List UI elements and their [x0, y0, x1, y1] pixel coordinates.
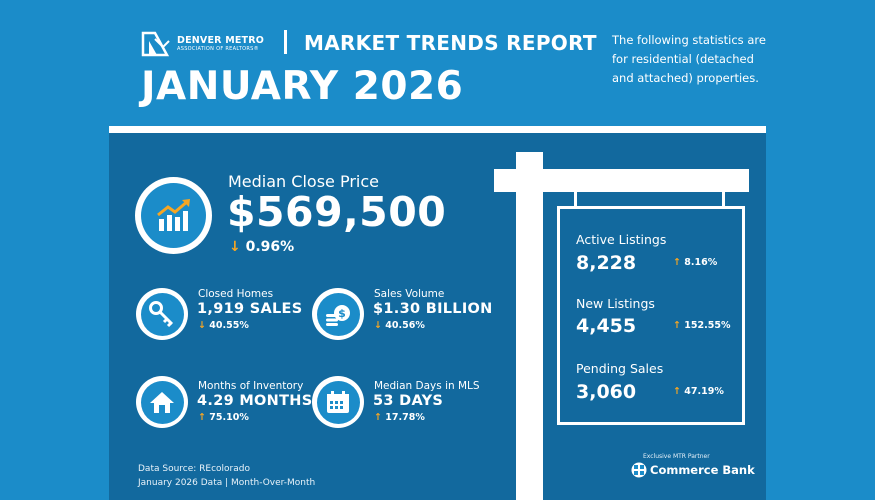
arrow-up-icon: ↑ [673, 320, 681, 331]
header-rule [109, 126, 766, 133]
key-icon [149, 301, 174, 328]
sales-volume-change-value: 40.56% [385, 320, 425, 331]
arrow-down-icon: ↓ [229, 239, 241, 255]
median-price-icon-badge [135, 177, 212, 254]
median-price-label: Median Close Price [228, 172, 379, 191]
commerce-bank-icon [631, 462, 647, 478]
house-icon [150, 392, 174, 413]
arrow-down-icon: ↓ [198, 320, 206, 331]
logo-subtitle: ASSOCIATION OF REALTORS® [177, 46, 259, 53]
inventory-icon-badge [136, 376, 188, 428]
header-divider [284, 30, 287, 54]
sales-volume-value: $1.30 BILLION [373, 301, 493, 317]
report-title: MARKET TRENDS REPORT [304, 31, 597, 55]
closed-homes-change: ↓ 40.55% [198, 320, 249, 331]
days-mls-change-value: 17.78% [385, 412, 425, 423]
header-note: The following statistics are for residen… [612, 33, 766, 85]
sign-post [516, 152, 543, 500]
inventory-change: ↑ 75.10% [198, 412, 249, 423]
calendar-icon [327, 391, 349, 413]
sign-post-arm [494, 169, 749, 192]
new-listings-value: 4,455 [576, 315, 637, 337]
logo-name: DENVER METRO [177, 34, 265, 46]
closed-homes-change-value: 40.55% [209, 320, 249, 331]
sign-hanger-right [722, 192, 725, 207]
new-listings-change: ↑ 152.55% [673, 320, 730, 331]
median-price-change-value: 0.96% [245, 239, 295, 255]
pending-sales-value: 3,060 [576, 381, 637, 403]
commerce-bank-logo: Commerce Bank [631, 462, 755, 478]
days-mls-change: ↑ 17.78% [374, 412, 425, 423]
sales-volume-change: ↓ 40.56% [374, 320, 425, 331]
partner-label: Exclusive MTR Partner [643, 453, 710, 460]
data-period-line: January 2026 Data | Month-Over-Month [138, 478, 316, 488]
inventory-label: Months of Inventory [198, 380, 304, 392]
active-listings-change: ↑ 8.16% [673, 257, 717, 268]
arrow-up-icon: ↑ [374, 412, 382, 423]
closed-homes-label: Closed Homes [198, 288, 274, 300]
active-listings-value: 8,228 [576, 252, 637, 274]
arrow-down-icon: ↓ [374, 320, 382, 331]
svg-text:$: $ [338, 307, 346, 320]
pending-sales-change: ↑ 47.19% [673, 386, 724, 397]
sign-hanger-left [574, 192, 577, 207]
closed-homes-icon-badge [136, 288, 188, 340]
bank-name: Commerce Bank [650, 463, 755, 477]
new-listings-label: New Listings [576, 296, 655, 311]
dmar-logo-icon [141, 31, 170, 57]
pending-sales-label: Pending Sales [576, 361, 664, 376]
inventory-value: 4.29 MONTHS [197, 393, 313, 409]
days-mls-label: Median Days in MLS [374, 380, 480, 392]
data-source: Data Source: REcolorado January 2026 Dat… [138, 462, 315, 490]
inventory-change-value: 75.10% [209, 412, 249, 423]
chart-up-icon [156, 198, 190, 231]
days-mls-value: 53 DAYS [373, 393, 444, 409]
arrow-up-icon: ↑ [673, 386, 681, 397]
pending-sales-change-value: 47.19% [684, 386, 724, 397]
new-listings-change-value: 152.55% [684, 320, 731, 331]
median-price-value: $569,500 [227, 188, 447, 236]
data-source-line: Data Source: REcolorado [138, 464, 250, 474]
median-price-change: ↓ 0.96% [229, 239, 294, 255]
arrow-up-icon: ↑ [673, 257, 681, 268]
closed-homes-value: 1,919 SALES [197, 301, 303, 317]
month-title: JANUARY 2026 [141, 64, 464, 109]
days-mls-icon-badge [312, 376, 364, 428]
listings-sign [557, 206, 745, 425]
dmar-logo: DENVER METRO ASSOCIATION OF REALTORS® [141, 31, 264, 57]
sales-volume-label: Sales Volume [374, 288, 445, 300]
active-listings-label: Active Listings [576, 232, 667, 247]
arrow-up-icon: ↑ [198, 412, 206, 423]
sales-volume-icon-badge: $ [312, 288, 364, 340]
active-listings-change-value: 8.16% [684, 257, 718, 268]
coins-icon: $ [326, 305, 350, 326]
